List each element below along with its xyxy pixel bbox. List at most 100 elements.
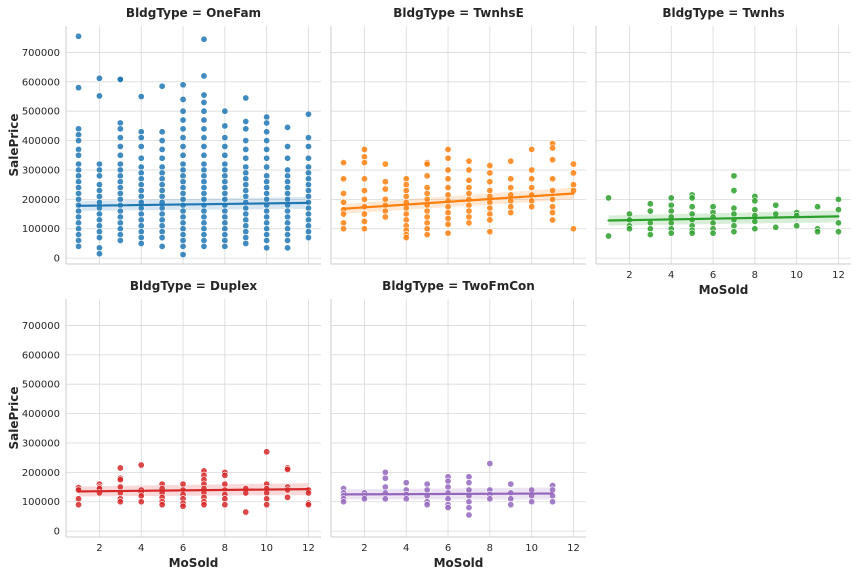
data-point bbox=[423, 172, 431, 180]
data-point bbox=[772, 210, 780, 218]
data-point bbox=[814, 228, 822, 236]
data-point bbox=[200, 35, 208, 43]
data-point bbox=[242, 239, 250, 247]
data-point bbox=[444, 175, 452, 183]
data-point bbox=[75, 145, 83, 153]
data-point bbox=[402, 181, 410, 189]
data-point bbox=[242, 137, 250, 145]
data-point bbox=[179, 160, 187, 168]
data-point bbox=[402, 479, 410, 487]
data-point bbox=[137, 222, 145, 230]
data-point bbox=[200, 151, 208, 159]
data-point bbox=[95, 216, 103, 224]
data-point bbox=[402, 187, 410, 195]
data-point bbox=[263, 154, 271, 162]
data-point bbox=[751, 217, 759, 225]
data-point bbox=[137, 169, 145, 177]
data-point bbox=[137, 154, 145, 162]
facet-panel: BldgType = OneFam 0 100000 200000 300000 4000… bbox=[7, 6, 321, 265]
data-point bbox=[772, 223, 780, 231]
data-point bbox=[179, 166, 187, 174]
data-point bbox=[75, 32, 83, 40]
data-point bbox=[263, 189, 271, 197]
data-point bbox=[179, 225, 187, 233]
y-tick-label: 700000 bbox=[22, 48, 60, 59]
data-point bbox=[528, 145, 536, 153]
data-point bbox=[834, 195, 842, 203]
data-point bbox=[549, 144, 557, 152]
data-point bbox=[834, 228, 842, 236]
data-point bbox=[730, 187, 738, 195]
data-point bbox=[137, 498, 145, 506]
data-point bbox=[381, 483, 389, 491]
data-point bbox=[116, 231, 124, 239]
data-point bbox=[507, 209, 515, 217]
data-point bbox=[486, 169, 494, 177]
data-point bbox=[179, 251, 187, 259]
data-point bbox=[242, 222, 250, 230]
data-point bbox=[340, 175, 348, 183]
data-point bbox=[605, 194, 613, 202]
data-point bbox=[179, 184, 187, 192]
data-point bbox=[221, 107, 229, 115]
data-point bbox=[360, 225, 368, 233]
data-point bbox=[200, 501, 208, 509]
data-point bbox=[465, 479, 473, 487]
y-tick-label: 700000 bbox=[22, 321, 60, 332]
x-tick-label: 12 bbox=[567, 543, 580, 554]
data-point bbox=[116, 142, 124, 150]
data-point bbox=[137, 210, 145, 218]
data-point bbox=[221, 151, 229, 159]
data-point bbox=[242, 187, 250, 195]
data-point bbox=[158, 204, 166, 212]
data-point bbox=[360, 195, 368, 203]
facet-panel: BldgType = TwoFmCon 2 4 6 8 10 12 MoSold bbox=[330, 279, 586, 568]
data-point bbox=[284, 236, 292, 244]
y-tick-label: 200000 bbox=[22, 195, 60, 206]
data-point bbox=[158, 228, 166, 236]
data-point bbox=[137, 216, 145, 224]
x-tick-label: 4 bbox=[403, 543, 409, 554]
data-point bbox=[200, 72, 208, 80]
data-point bbox=[158, 82, 166, 90]
data-point bbox=[381, 474, 389, 482]
data-point bbox=[507, 175, 515, 183]
data-point bbox=[137, 142, 145, 150]
data-point bbox=[137, 234, 145, 242]
data-point bbox=[75, 236, 83, 244]
data-point bbox=[95, 244, 103, 252]
x-tick-label: 6 bbox=[180, 543, 186, 554]
data-point bbox=[528, 486, 536, 494]
data-point bbox=[730, 228, 738, 236]
data-point bbox=[263, 119, 271, 127]
data-point bbox=[444, 214, 452, 222]
data-point bbox=[263, 137, 271, 145]
data-point bbox=[549, 195, 557, 203]
data-point bbox=[137, 175, 145, 183]
data-point bbox=[221, 219, 229, 227]
data-point bbox=[360, 145, 368, 153]
data-point bbox=[507, 184, 515, 192]
data-point bbox=[221, 480, 229, 488]
data-point bbox=[116, 189, 124, 197]
data-point bbox=[221, 495, 229, 503]
data-point bbox=[284, 465, 292, 473]
data-point bbox=[486, 187, 494, 195]
data-point bbox=[569, 181, 577, 189]
data-point bbox=[730, 172, 738, 180]
data-point bbox=[158, 242, 166, 250]
data-point bbox=[75, 213, 83, 221]
data-point bbox=[465, 498, 473, 506]
data-point bbox=[200, 91, 208, 99]
data-point bbox=[179, 172, 187, 180]
y-tick-label: 600000 bbox=[22, 77, 60, 88]
data-point bbox=[402, 204, 410, 212]
data-point bbox=[667, 219, 675, 227]
data-point bbox=[304, 210, 312, 218]
data-point bbox=[569, 225, 577, 233]
data-point bbox=[263, 489, 271, 497]
data-point bbox=[158, 210, 166, 218]
data-point bbox=[179, 213, 187, 221]
data-point bbox=[137, 228, 145, 236]
data-point bbox=[221, 501, 229, 509]
